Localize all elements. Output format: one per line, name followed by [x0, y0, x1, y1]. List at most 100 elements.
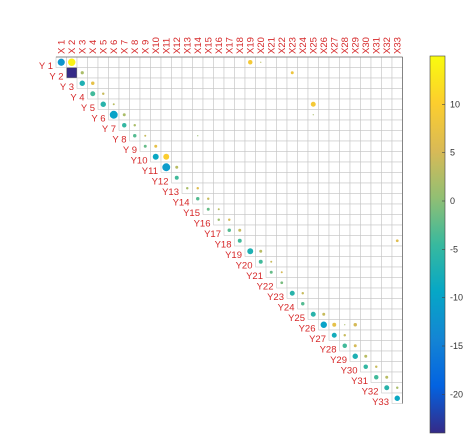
grid-cell [223, 119, 235, 131]
grid [55, 56, 403, 404]
grid-cell [160, 109, 172, 121]
grid-cell [318, 140, 330, 152]
x-label-8: X 8 [130, 40, 141, 54]
grid-cell [339, 214, 351, 226]
grid-cell [276, 161, 288, 173]
grid-cell [391, 193, 403, 205]
grid-cell [87, 67, 99, 79]
y-label-23: Y23 [267, 292, 284, 303]
grid-cell [297, 67, 309, 79]
grid-cell [223, 140, 235, 152]
grid-cell [286, 109, 298, 121]
grid-cell [328, 140, 340, 152]
grid-cell [213, 151, 225, 163]
grid-cell [139, 98, 151, 110]
grid-cell [265, 235, 277, 247]
grid-cell [391, 308, 403, 320]
grid-cell [349, 119, 361, 131]
colorbar: 10 5 0 -5 -10 -15 -20 [429, 55, 463, 434]
y-label-15: Y15 [183, 208, 200, 219]
grid-cell [318, 151, 330, 163]
grid-cell [276, 77, 288, 89]
bubble-r29-c30 [364, 354, 368, 358]
bubble-r10-c10 [152, 153, 159, 160]
grid-cell [328, 235, 340, 247]
bubble-r17-c17 [227, 228, 231, 232]
grid-cell [244, 77, 256, 89]
grid-cell [339, 88, 351, 100]
grid-cell [265, 88, 277, 100]
grid-cell [202, 109, 214, 121]
grid-cell [234, 77, 246, 89]
grid-cell [213, 98, 225, 110]
grid-cell [339, 161, 351, 173]
x-label-3: X 3 [77, 40, 88, 54]
grid-cell [255, 119, 267, 131]
grid-cell [297, 182, 309, 194]
grid-cell [349, 151, 361, 163]
grid-cell [139, 77, 151, 89]
x-label-14: X14 [193, 37, 204, 54]
grid-cell [339, 266, 351, 278]
grid-cell [391, 140, 403, 152]
bubble-r26-c28 [344, 324, 346, 326]
grid-cell [234, 193, 246, 205]
grid-cell [192, 161, 204, 173]
grid-cell [360, 161, 372, 173]
grid-cell [328, 298, 340, 310]
bubble-r21-c21 [269, 270, 273, 274]
grid-cell [391, 256, 403, 268]
grid-cell [223, 98, 235, 110]
grid-cell [160, 98, 172, 110]
grid-cell [381, 214, 393, 226]
grid-cell [129, 77, 141, 89]
grid-cell [265, 67, 277, 79]
bubble-r23-c24 [301, 292, 304, 295]
x-label-12: X12 [172, 37, 183, 54]
grid-cell [307, 266, 319, 278]
grid-cell [223, 151, 235, 163]
x-label-22: X22 [277, 37, 288, 54]
grid-cell [255, 235, 267, 247]
grid-cell [360, 130, 372, 142]
grid-cell [150, 88, 162, 100]
grid-cell [276, 245, 288, 257]
bubble-r29-c29 [352, 353, 358, 359]
grid-cell [391, 130, 403, 142]
grid-cell [234, 140, 246, 152]
grid-cell [391, 119, 403, 131]
grid-cell [328, 193, 340, 205]
y-label-33: Y33 [372, 397, 389, 408]
grid-cell [139, 88, 151, 100]
grid-cell [202, 67, 214, 79]
grid-cell [150, 67, 162, 79]
x-label-18: X18 [235, 37, 246, 54]
y-label-29: Y29 [330, 355, 347, 366]
grid-cell [139, 56, 151, 68]
grid-cell [129, 67, 141, 79]
grid-cell [286, 161, 298, 173]
grid-cell [202, 130, 214, 142]
grid-cell [349, 203, 361, 215]
grid-cell [381, 182, 393, 194]
grid-cell [160, 119, 172, 131]
grid-cell [360, 193, 372, 205]
grid-cell [297, 130, 309, 142]
grid-cell [76, 56, 88, 68]
bubble-r13-c13 [186, 187, 189, 190]
grid-cell [297, 56, 309, 68]
grid-cell [129, 88, 141, 100]
bubble-r23-c23 [289, 290, 295, 296]
grid-cell [213, 109, 225, 121]
x-label-7: X 7 [119, 40, 130, 54]
grid-cell [118, 56, 130, 68]
bubble-r9-c10 [154, 144, 158, 148]
x-label-11: X11 [161, 38, 172, 54]
grid-cell [360, 119, 372, 131]
grid-cell [349, 182, 361, 194]
grid-cell [349, 235, 361, 247]
y-label-18: Y18 [215, 239, 232, 250]
grid-cell [370, 277, 382, 289]
grid-cell [202, 182, 214, 194]
